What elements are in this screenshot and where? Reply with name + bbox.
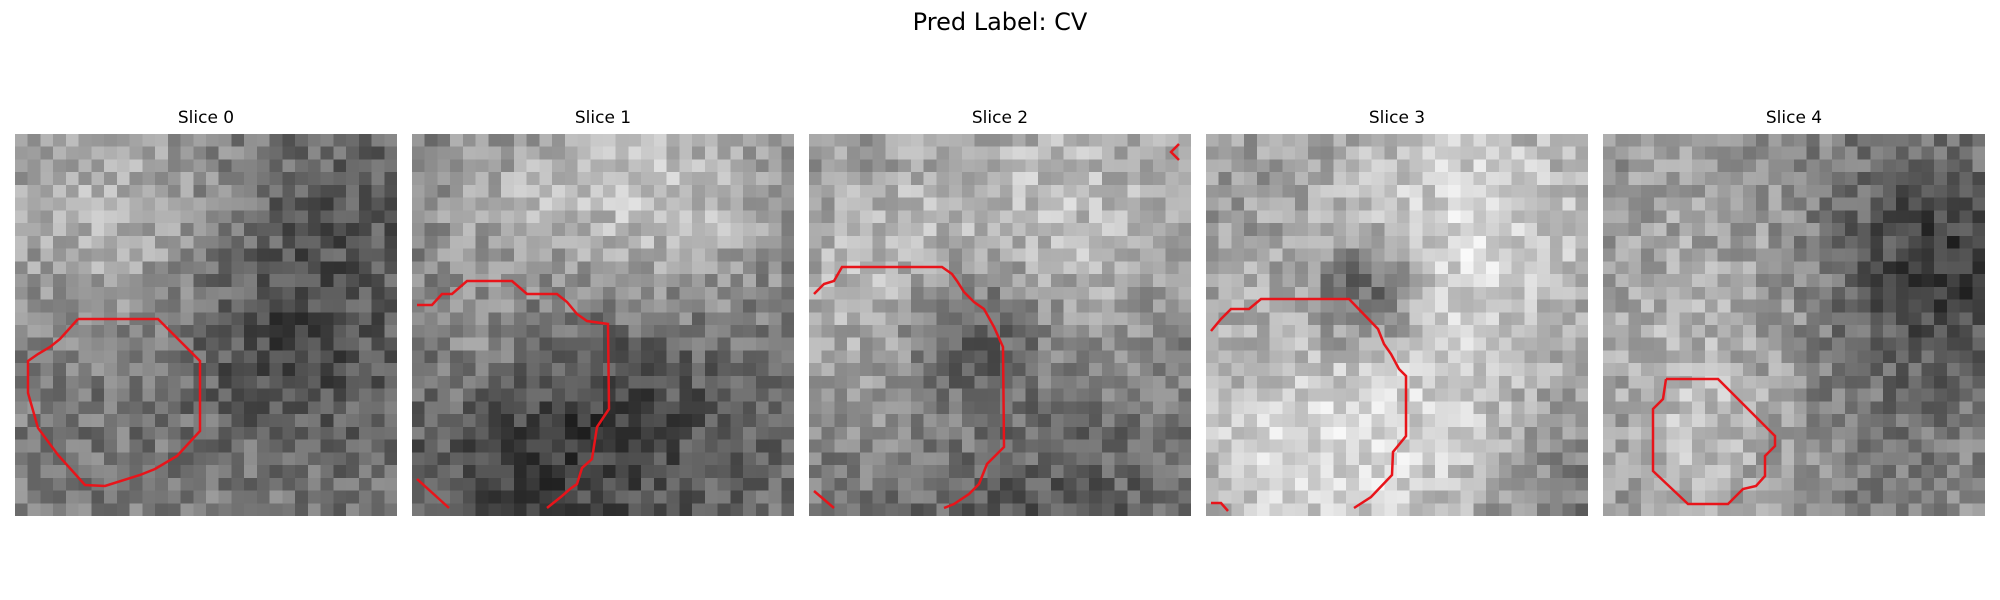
segmentation-contour xyxy=(26,317,202,488)
slice-image xyxy=(1206,134,1588,516)
segmentation-contour xyxy=(813,143,1180,510)
slice-title: Slice 3 xyxy=(1368,108,1426,128)
slice-panel-4: Slice 4 xyxy=(1603,108,1985,518)
grayscale-slice xyxy=(15,134,397,516)
slice-panel-2: Slice 2 xyxy=(809,108,1191,518)
slice-panel-3: Slice 3 xyxy=(1206,108,1588,518)
slice-title: Slice 1 xyxy=(574,108,632,128)
segmentation-contour xyxy=(416,279,611,509)
slice-title: Slice 0 xyxy=(177,108,235,128)
segmentation-contour xyxy=(1210,297,1408,512)
slice-image xyxy=(809,134,1191,516)
figure-title: Pred Label: CV xyxy=(912,8,1088,36)
slice-image xyxy=(1603,134,1985,516)
grayscale-slice xyxy=(1603,134,1985,516)
grayscale-slice xyxy=(412,134,794,516)
slice-title: Slice 2 xyxy=(971,108,1029,128)
segmentation-contour xyxy=(1651,377,1777,506)
slice-image xyxy=(15,134,397,516)
slice-panel-0: Slice 0 xyxy=(15,108,397,518)
grayscale-slice xyxy=(1206,134,1588,516)
slice-image xyxy=(412,134,794,516)
slice-panel-1: Slice 1 xyxy=(412,108,794,518)
slice-title: Slice 4 xyxy=(1765,108,1823,128)
